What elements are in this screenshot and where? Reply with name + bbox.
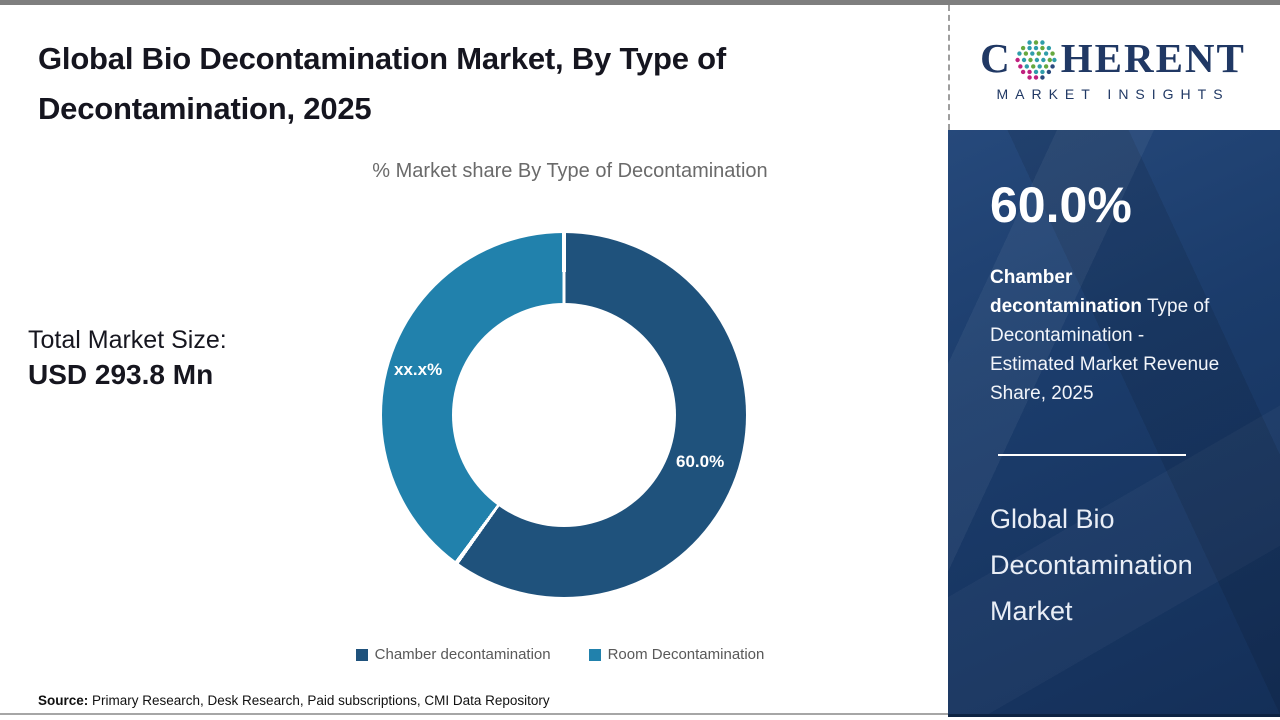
- legend-swatch-room: [588, 648, 601, 661]
- sidebar-stat-value: 60.0%: [990, 177, 1132, 233]
- coherent-globe-icon: [1015, 40, 1057, 80]
- right-sidebar: 60.0% Chamber decontamination Type of De…: [948, 130, 1280, 717]
- chart-legend: Chamber decontamination Room Decontamina…: [260, 646, 860, 663]
- logo-word-end: HERENT: [1060, 35, 1246, 81]
- legend-label-chamber: Chamber decontamination: [374, 646, 551, 663]
- coherent-logo: C HERENT: [980, 33, 1246, 83]
- logo-word-start: C: [980, 35, 1012, 81]
- bottom-divider: [0, 713, 948, 715]
- legend-label-room: Room Decontamination: [607, 646, 765, 663]
- chart-subtitle: % Market share By Type of Decontaminatio…: [372, 160, 768, 182]
- sidebar-stat-bold: Chamber decontamination: [990, 267, 1143, 317]
- top-gray-bar: [0, 0, 1280, 5]
- source-text: Primary Research, Desk Research, Paid su…: [88, 693, 550, 708]
- legend-item-chamber: Chamber decontamination: [355, 646, 551, 663]
- logo-area: C HERENT MARKET INSIGHTS: [948, 5, 1276, 130]
- sidebar-stat-description: Chamber decontamination Type of Decontam…: [990, 263, 1225, 408]
- sidebar-stat-rest: Type of Decontamination - Estimated Mark…: [990, 296, 1220, 404]
- total-market-size-value: USD 293.8 Mn: [28, 359, 214, 390]
- donut-hole: [452, 303, 676, 527]
- total-market-size: Total Market Size: USD 293.8 Mn: [28, 326, 227, 391]
- donut-chart: 60.0% xx.x%: [382, 233, 746, 597]
- sidebar-market-name: Global Bio Decontamination Market: [990, 504, 1193, 626]
- sidebar-divider: [998, 454, 1186, 456]
- slice-label-chamber: 60.0%: [676, 452, 725, 471]
- source-label: Source:: [38, 693, 89, 708]
- legend-item-room: Room Decontamination: [588, 646, 765, 663]
- source-note: Source: Primary Research, Desk Research,…: [38, 693, 550, 708]
- logo-subtitle: MARKET INSIGHTS: [996, 86, 1230, 102]
- slice-label-room: xx.x%: [394, 360, 443, 379]
- legend-swatch-chamber: [355, 648, 368, 661]
- total-market-size-label: Total Market Size:: [28, 326, 227, 354]
- page-title: Global Bio Decontamination Market, By Ty…: [38, 41, 727, 126]
